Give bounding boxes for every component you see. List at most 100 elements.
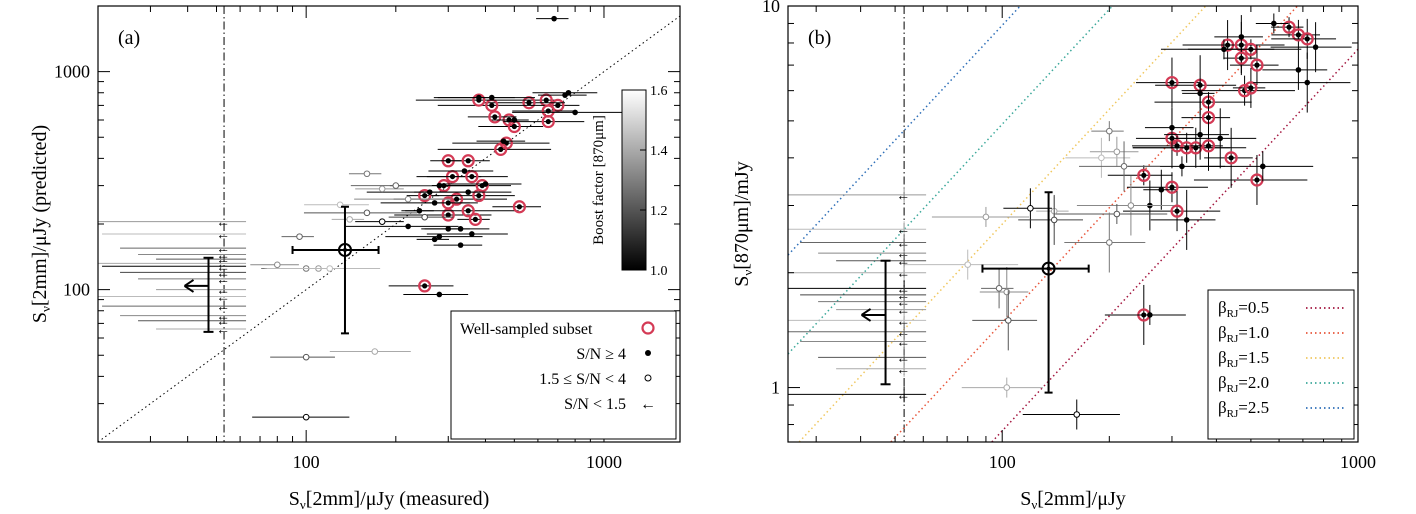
panel-a-well-sampled-point [472, 93, 486, 107]
panel-b-well-sampled-point [1244, 81, 1258, 95]
panel-a-high-snr-point [511, 117, 518, 123]
legend-a-entry-snr-mid: 1.5 ≤ S/N < 4 [539, 371, 626, 388]
panel-a-mid-snr-point [378, 185, 386, 193]
panel-b-stack-limit-arrowhead [860, 308, 872, 322]
panel-a-well-sampled-dot [555, 102, 561, 108]
panel-b-upper-limit-marker: ← [896, 289, 910, 304]
panel-b-high-snr-point [1158, 186, 1165, 193]
colorbar-ticks: 1.0 1.2 1.4 1.6 [640, 84, 668, 279]
panel-a-mid-snr-point [274, 261, 281, 269]
panel-b-mid-snr-point [1106, 239, 1113, 246]
panel-a-mid-snr-point [346, 216, 353, 223]
legend-b-box [1207, 289, 1355, 440]
legend-a-snr-mid-icon [644, 374, 652, 382]
panel-a-well-sampled-point [461, 154, 475, 168]
panel-b-high-snr-point [1169, 124, 1175, 131]
panel-a-upper-limit-marker: ← [216, 323, 230, 338]
panel-b-y-tick-label: 1 [771, 378, 780, 398]
panel-b-mid-snr-point [1073, 411, 1081, 418]
panel-a-well-sampled-dot [422, 192, 428, 199]
panel-a: ←←←←←←←←←←←←←←← (a) 100 1000 100 1000 Sν[2m… [29, 5, 681, 512]
panel-b-upper-limit-marker: ← [896, 236, 910, 251]
panel-b-plot-area: ←←←←←←←←←←←←←←←← [787, 5, 1359, 443]
panel-b-beta-line [890, 5, 1298, 443]
panel-b-upper-limit-marker: ← [896, 223, 910, 238]
panel-b-well-sampled-point [1165, 180, 1179, 194]
panel-b-well-sampled-dot [1238, 55, 1244, 61]
panel-b-mid-snr-point [1106, 127, 1113, 135]
panel-a-well-sampled-dot [454, 196, 460, 202]
panel-b-well-sampled-dot [1205, 143, 1212, 149]
panel-b-high-snr-point [1197, 90, 1203, 97]
panel-b-well-sampled-dot [1286, 24, 1292, 30]
panel-b-high-snr-point [1312, 44, 1319, 50]
legend-b-entries: βRJ=0.5 βRJ=1.0 βRJ=1.5 βRJ=2.0 βRJ=2.5 [1218, 298, 1346, 420]
panel-a-high-snr-point [416, 207, 423, 214]
panel-b-upper-limit-marker: ← [896, 304, 910, 319]
panel-a-mid-snr-point [326, 265, 334, 272]
panel-b-xlabel: Sν[2mm]/μJy [1020, 488, 1126, 512]
panel-b-well-sampled-point [1201, 139, 1216, 153]
panel-a-upper-limit-marker: ← [216, 253, 230, 268]
legend-b-entry: βRJ=2.5 [1218, 398, 1269, 420]
panel-b-well-sampled-point [1250, 58, 1264, 72]
panel-a-high-snr-point [457, 242, 464, 248]
panel-b-well-sampled-dot [1174, 143, 1180, 149]
panel-a-stack-limit-arrowhead [183, 279, 195, 293]
panel-a-x-tick-label: 1000 [586, 452, 622, 472]
panel-b-mid-snr-point [1127, 202, 1135, 209]
legend-a-entry-snr-high: S/N ≥ 4 [576, 346, 626, 363]
panel-b-well-sampled-point [1137, 168, 1151, 182]
panel-a-well-sampled-point [541, 114, 555, 129]
panel-b-well-sampled-point [1224, 151, 1238, 165]
panel-a-well-sampled-dot [511, 123, 517, 130]
panel-b-well-sampled-point [1189, 141, 1203, 155]
panel-b-mid-snr-point [1003, 384, 1011, 391]
panel-a-well-sampled-dot [469, 173, 475, 180]
panel-b-high-snr-point [1238, 34, 1245, 40]
panel-a-well-sampled-dot [445, 212, 451, 218]
panel-a-upper-limit-marker: ← [216, 300, 230, 315]
panel-b-upper-limit-marker: ← [896, 388, 910, 403]
panel-a-high-snr-point [500, 138, 507, 144]
panel-a-high-snr-point [482, 181, 489, 187]
panel-b-high-snr-point [1147, 312, 1153, 318]
panel-a-upper-limit-marker: ← [216, 248, 230, 263]
panel-b-upper-limit-marker: ← [896, 351, 910, 366]
panel-a-xlabel: Sν[2mm]/μJy (measured) [289, 488, 489, 512]
panel-b-upper-limit-marker: ← [896, 363, 910, 378]
colorbar: 1.0 1.2 1.4 1.6 Boost factor [870μm] [591, 84, 668, 279]
panel-b-well-sampled-dot [1248, 85, 1254, 91]
panel-a-high-snr-point [565, 89, 572, 96]
panel-a-well-sampled-dot [492, 114, 498, 120]
panel-a-upper-limit-marker: ← [216, 273, 230, 288]
panel-b-mid-snr-point [1113, 148, 1121, 156]
panel-b-upper-limit-marker: ← [896, 336, 910, 351]
panel-b-upper-limit-marker: ← [896, 267, 910, 282]
panel-b-frame [787, 5, 1359, 443]
panel-b-well-sampled-dot [1228, 155, 1234, 161]
panel-b-mid-snr-point [1004, 317, 1012, 324]
panel-a-upper-limit-marker: ← [216, 257, 230, 272]
panel-b-well-sampled-dot [1169, 184, 1175, 190]
panel-a-well-sampled-point [441, 208, 455, 222]
panel-a-mid-snr-point [404, 195, 412, 203]
panel-b-ylabel: Sν[870μm]/mJy [731, 161, 755, 287]
panel-a-well-sampled-dot [543, 97, 549, 103]
panel-b-x-tick-label: 100 [989, 452, 1016, 472]
legend-b-entry: βRJ=1.0 [1218, 323, 1269, 345]
panel-a-average-point [337, 242, 352, 257]
panel-a-well-sampled-dot [498, 146, 504, 152]
panel-b-well-sampled-dot [1174, 208, 1180, 214]
legend-a: Well-sampled subset S/N ≥ 4 1.5 ≤ S/N < … [450, 310, 677, 440]
legend-a-well-sampled-icon [641, 321, 655, 335]
panel-b-mid-snr-point [1113, 210, 1121, 218]
panel-a-well-sampled-dot [472, 216, 478, 222]
panel-b-well-sampled-point [1237, 84, 1252, 98]
panel-a-upper-limit-marker: ← [216, 315, 230, 330]
panel-b-well-sampled-dot [1304, 36, 1310, 42]
panel-a-axes: 100 1000 100 1000 [54, 5, 680, 472]
legend-a-box [450, 310, 677, 440]
panel-a-upper-limit-marker: ← [216, 260, 230, 275]
panel-a-high-snr-point [572, 109, 578, 116]
